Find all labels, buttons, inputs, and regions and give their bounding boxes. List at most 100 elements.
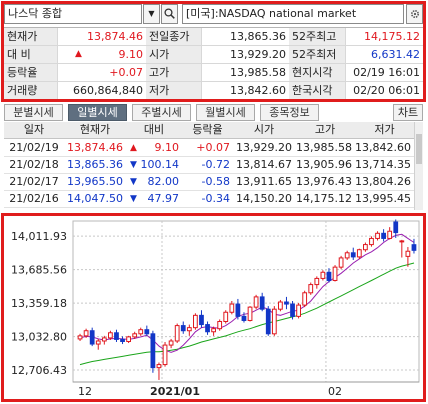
candle-body xyxy=(290,303,295,317)
candle-body xyxy=(126,336,131,342)
korea-time-label: 한국시각 xyxy=(289,82,345,99)
market-field: [미국]:NASDAQ national market xyxy=(182,4,404,24)
row-change: ▼ 82.00 xyxy=(130,175,179,188)
candle-body xyxy=(235,303,241,317)
row-rate: -0.34 xyxy=(201,192,230,205)
up-arrow-icon: ▲ xyxy=(130,143,137,153)
current-price-label: 현재가 xyxy=(4,28,57,45)
col-low: 저가 xyxy=(374,123,395,136)
candle-body xyxy=(156,364,162,369)
korea-time-value: 02/20 06:01 xyxy=(353,84,420,97)
row-high: 13,905.96 xyxy=(296,158,352,171)
candle-body xyxy=(363,244,368,251)
row-high: 13,976.43 xyxy=(296,175,352,188)
col-date: 일자 xyxy=(23,123,45,136)
candle-body xyxy=(108,332,113,339)
candle-body xyxy=(259,296,265,310)
col-open: 시가 xyxy=(253,123,275,136)
tab-minute[interactable]: 분별시세 xyxy=(4,104,63,121)
tab-daily[interactable]: 일별시세 xyxy=(68,104,127,121)
search-bar: 나스닥 종합 ▼ [미국]:NASDAQ national market xyxy=(4,4,423,24)
row-open: 14,150.20 xyxy=(236,192,292,205)
open-label: 시가 xyxy=(146,46,201,63)
table-row[interactable]: 21/02/17 13,965.50 ▼ 82.00 -0.58 13,911.6… xyxy=(4,174,414,191)
tab-monthly[interactable]: 월별시세 xyxy=(196,104,255,121)
row-close: 13,865.36 xyxy=(67,158,123,171)
row-low: 13,804.26 xyxy=(355,175,411,188)
candle-body xyxy=(150,333,156,369)
candle-body xyxy=(77,335,83,340)
row-date: 21/02/17 xyxy=(9,175,59,188)
candle-body xyxy=(211,328,216,333)
candle-body xyxy=(193,314,198,329)
gear-icon[interactable] xyxy=(406,4,423,24)
row-open: 13,814.67 xyxy=(236,158,292,171)
week52-low-label: 52주최저 xyxy=(289,46,345,63)
tab-weekly[interactable]: 주별시세 xyxy=(132,104,191,121)
code-select[interactable]: 나스닥 종합 xyxy=(4,4,142,24)
candle-body xyxy=(205,324,210,333)
candle-body xyxy=(332,266,338,281)
row-rate: -0.72 xyxy=(201,158,230,171)
y-tick-label: 13,685.56 xyxy=(11,264,67,277)
daily-scrollbar[interactable] xyxy=(414,122,423,210)
chevron-down-icon[interactable]: ▼ xyxy=(143,4,160,24)
table-row[interactable]: 21/02/19 13,874.46 ▲ 9.10 +0.07 13,929.20… xyxy=(4,140,414,157)
candle-body xyxy=(241,315,247,321)
y-tick-label: 12,706.43 xyxy=(11,364,67,377)
row-change: ▲ 9.10 xyxy=(130,141,179,154)
candle-body xyxy=(411,244,417,251)
candle-body xyxy=(132,333,138,338)
prev-close-value: 13,865.36 xyxy=(230,30,286,43)
row-low: 13,995.45 xyxy=(355,192,411,205)
row-rate: -0.58 xyxy=(201,175,230,188)
candle-body xyxy=(162,344,168,366)
candle-body xyxy=(217,320,223,330)
scrollbar-thumb[interactable] xyxy=(416,134,422,164)
chart-button[interactable]: 차트 xyxy=(393,104,423,121)
row-close: 14,047.50 xyxy=(67,192,123,205)
prev-close-label: 전일종가 xyxy=(146,28,201,45)
col-close: 현재가 xyxy=(79,123,111,136)
row-low: 13,842.60 xyxy=(355,141,411,154)
chart-highlight-box xyxy=(1,213,426,402)
col-high: 고가 xyxy=(314,123,336,136)
candle-body xyxy=(114,332,119,340)
col-change: 대비 xyxy=(143,123,165,136)
candle-body xyxy=(369,237,374,246)
high-value: 13,985.58 xyxy=(230,66,286,79)
candle-body xyxy=(302,292,308,306)
candle-body xyxy=(375,232,380,239)
candle-body xyxy=(356,249,362,258)
row-high: 13,985.58 xyxy=(296,141,352,154)
candle-body xyxy=(89,330,95,345)
candle-body xyxy=(101,337,107,342)
candle-body xyxy=(350,252,356,258)
candle-body xyxy=(144,329,150,335)
candle-body xyxy=(399,240,405,243)
search-icon[interactable] xyxy=(161,4,178,24)
candle-body xyxy=(387,230,393,239)
down-arrow-icon: ▼ xyxy=(130,194,137,204)
candle-body xyxy=(393,221,399,234)
table-row[interactable]: 21/02/18 13,865.36 ▼ 100.14 -0.72 13,814.… xyxy=(4,157,414,174)
candlestick-chart: 14,011.93 13,685.56 13,359.18 13,032.80 12,7… xyxy=(5,217,423,399)
open-value: 13,929.20 xyxy=(230,48,286,61)
table-row[interactable]: 21/02/16 14,047.50 ▼ 47.97 -0.34 14,150.2… xyxy=(4,191,414,208)
candle-body xyxy=(95,340,101,345)
row-low: 13,714.35 xyxy=(355,158,411,171)
candle-body xyxy=(271,308,277,335)
table-header: 일자 현재가 대비 등락율 시가 고가 저가 xyxy=(4,122,414,139)
candle-body xyxy=(186,327,192,332)
summary-row: 대 비 ▲ 9.10 시가 13,929.20 52주최저 6,631.42 xyxy=(4,46,423,64)
tab-info[interactable]: 종목정보 xyxy=(260,104,319,121)
candle-body xyxy=(199,314,204,326)
change-rate-value: +0.07 xyxy=(109,66,143,79)
y-tick-label: 13,032.80 xyxy=(11,331,67,344)
row-high: 14,175.12 xyxy=(296,192,352,205)
candle-body xyxy=(229,303,235,313)
local-time-label: 현지시각 xyxy=(289,64,345,81)
summary-row: 현재가 13,874.46 전일종가 13,865.36 52주최고 14,17… xyxy=(4,28,423,46)
local-time-value: 02/19 16:01 xyxy=(353,66,420,79)
tab-bar: 분별시세 일별시세 주별시세 월별시세 종목정보 xyxy=(4,104,423,121)
